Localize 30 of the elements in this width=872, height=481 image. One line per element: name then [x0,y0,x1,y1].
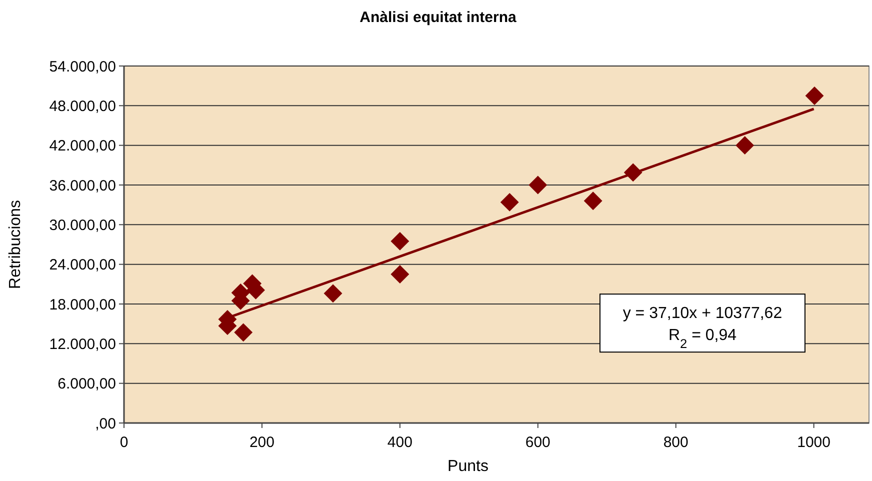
chart-title: Anàlisi equitat interna [360,9,517,26]
y-tick-label: 48.000,00 [49,98,116,115]
x-axis-title: Punts [448,458,488,475]
point [528,176,548,194]
y-tick-label: 6.000,00 [58,376,116,393]
x-tick-label: 600 [525,434,550,451]
point [390,265,410,284]
x-tick-label: 200 [249,434,274,451]
y-tick-label: 30.000,00 [49,216,116,234]
point [234,323,253,342]
x-tick-label: 1000 [797,434,830,451]
y-tick-label: 24.000,00 [49,256,116,274]
y-tick-label: 18.000,00 [49,296,116,314]
y-tick-label: 36.000,00 [49,177,116,194]
y-tick-label: 54.000,00 [49,58,116,76]
point [500,192,519,212]
y-tick-label: 12.000,00 [49,336,116,353]
x-tick-label: 400 [387,434,412,451]
y-axis-title: Retribucions [7,200,24,289]
x-tick-label: 800 [663,434,688,451]
annotation: R$_{2}$ = 0,94 [668,327,737,351]
point [584,192,602,210]
point [324,284,342,303]
point [805,86,824,105]
y-tick-label: ,00 [95,415,116,432]
point [390,232,410,250]
point [736,136,754,155]
annotation: y = 37,10x + 10377,62 [622,305,782,322]
x-tick-label: 0 [120,434,128,451]
y-tick-label: 42.000,00 [49,138,116,155]
